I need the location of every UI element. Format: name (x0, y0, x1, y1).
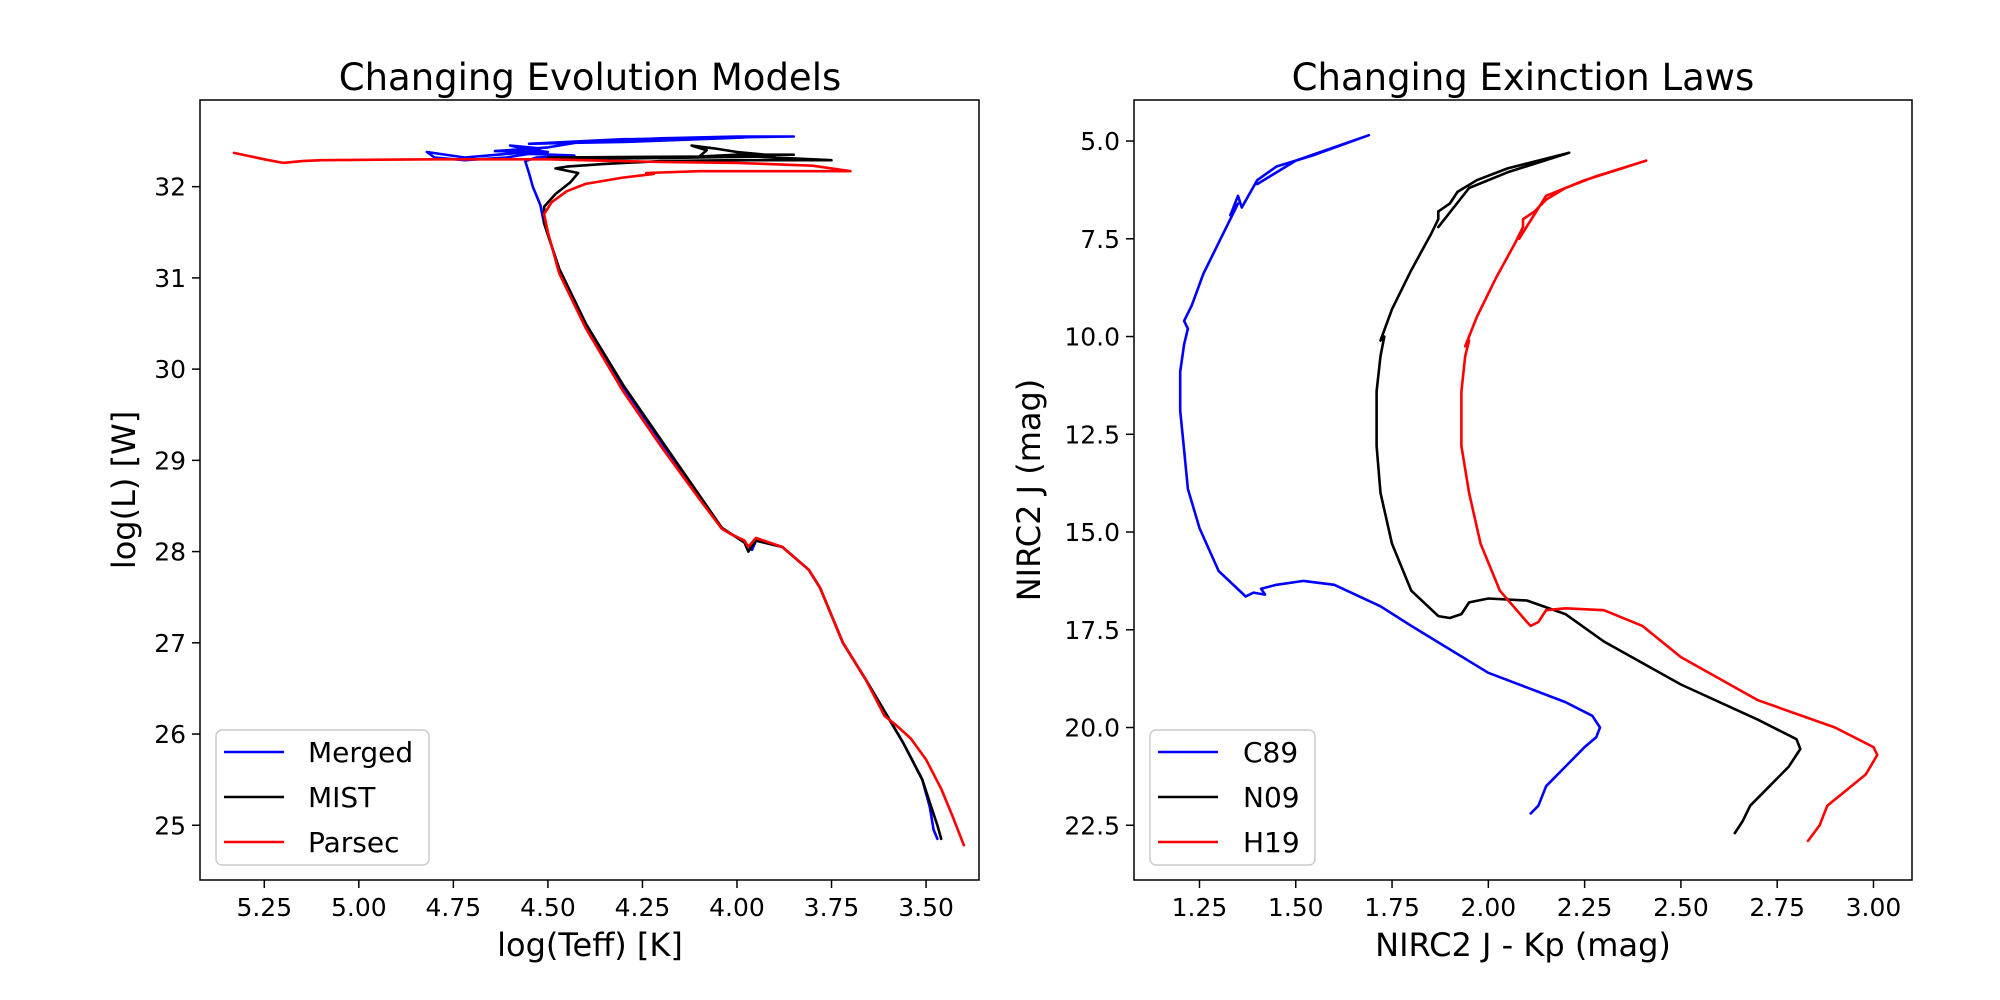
legend-box (1149, 729, 1316, 866)
x-tick-label: 2.75 (1749, 893, 1805, 922)
y-axis-ticks: 5.0 7.5 10.0 12.5 15.0 17.5 20.0 22.5 (1064, 127, 1134, 840)
y-tick-label: 31 (154, 264, 186, 293)
series-line-merged (425, 135, 939, 841)
series-line-parsec (232, 151, 966, 847)
x-tick-label: 4.75 (426, 893, 482, 922)
x-tick-label: 3.50 (898, 893, 954, 922)
series-line-c89 (1178, 133, 1602, 815)
x-tick-label: 4.00 (709, 893, 765, 922)
y-tick-label: 22.5 (1064, 811, 1120, 840)
y-tick-label: 20.0 (1064, 714, 1120, 743)
y-axis-label: log(L) [W] (105, 411, 143, 569)
x-tick-label: 1.25 (1172, 893, 1228, 922)
y-tick-label: 5.0 (1080, 127, 1120, 156)
y-tick-label: 12.5 (1064, 420, 1120, 449)
x-axis-label: log(Teff) [K] (497, 926, 683, 964)
legend-label-c89: C89 (1243, 736, 1298, 769)
y-tick-label: 7.5 (1080, 225, 1120, 254)
plot-area (1178, 133, 1879, 843)
y-tick-label: 29 (154, 446, 186, 475)
y-tick-label: 30 (154, 355, 186, 384)
x-tick-label: 5.25 (236, 893, 292, 922)
panel-evolution-models: Changing Evolution Models 5.25 5.00 4.75 4.… (105, 56, 980, 964)
x-tick-label: 4.25 (615, 893, 671, 922)
chart-title: Changing Evolution Models (339, 56, 842, 99)
axes-frame (199, 99, 980, 881)
x-tick-label: 1.75 (1364, 893, 1420, 922)
y-tick-label: 28 (154, 538, 186, 567)
x-tick-label: 3.00 (1846, 893, 1902, 922)
panel-extinction-laws: Changing Exinction Laws 1.25 1.50 1.75 2.00… (1010, 56, 1913, 964)
legend-label-parsec: Parsec (308, 826, 400, 859)
x-axis-label: NIRC2 J - Kp (mag) (1375, 926, 1671, 964)
x-tick-label: 1.50 (1268, 893, 1324, 922)
x-axis-ticks: 1.25 1.50 1.75 2.00 2.25 2.50 2.75 3.00 (1172, 880, 1902, 922)
x-tick-label: 5.00 (331, 893, 387, 922)
x-axis-ticks: 5.25 5.00 4.75 4.50 4.25 4.00 3.75 3.50 (236, 880, 954, 922)
y-tick-label: 17.5 (1064, 616, 1120, 645)
legend-box (215, 729, 430, 866)
legend-label-mist: MIST (308, 781, 376, 814)
series-line-mist (542, 144, 943, 841)
y-axis-label: NIRC2 J (mag) (1010, 379, 1048, 602)
y-tick-label: 27 (154, 629, 186, 658)
series-line-n09 (1375, 151, 1802, 835)
plot-area (232, 135, 966, 847)
legend-label-n09: N09 (1243, 781, 1300, 814)
legend: C89 N09 H19 (1149, 729, 1316, 866)
legend: Merged MIST Parsec (215, 729, 430, 866)
y-axis-ticks: 25 26 27 28 29 30 31 32 (154, 173, 200, 840)
x-tick-label: 4.50 (520, 893, 576, 922)
y-tick-label: 25 (154, 811, 186, 840)
y-tick-label: 15.0 (1064, 518, 1120, 547)
y-tick-label: 26 (154, 720, 186, 749)
series-line-h19 (1460, 159, 1879, 843)
legend-label-h19: H19 (1243, 826, 1300, 859)
x-tick-label: 2.25 (1557, 893, 1613, 922)
x-tick-label: 2.00 (1461, 893, 1517, 922)
x-tick-label: 2.50 (1653, 893, 1709, 922)
legend-label-merged: Merged (308, 736, 413, 769)
x-tick-label: 3.75 (804, 893, 860, 922)
y-tick-label: 10.0 (1064, 323, 1120, 352)
axes-frame (1133, 99, 1913, 881)
chart-title: Changing Exinction Laws (1292, 56, 1755, 99)
y-tick-label: 32 (154, 173, 186, 202)
